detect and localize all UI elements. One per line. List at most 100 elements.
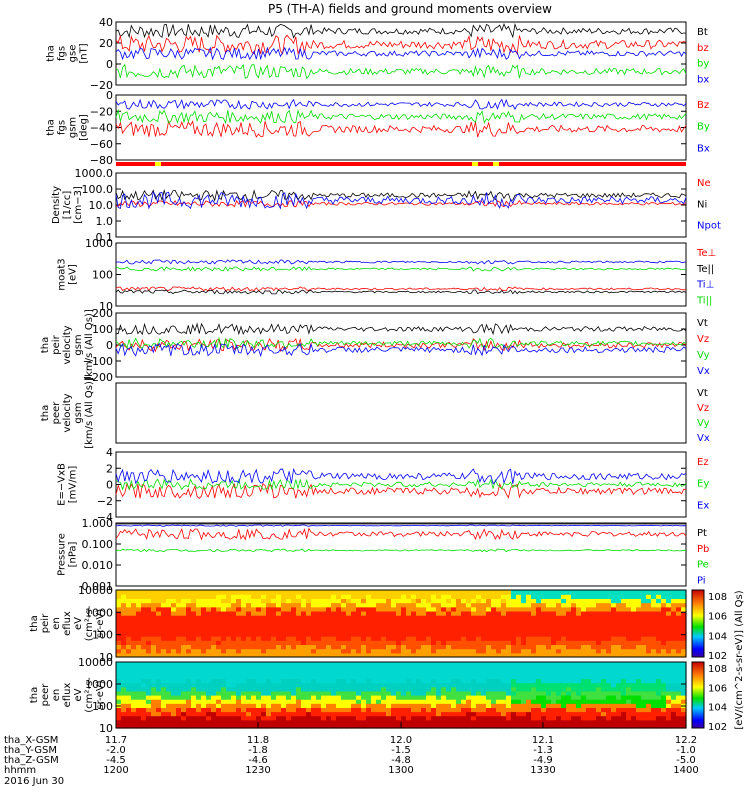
panel-frame: [115, 382, 687, 444]
ylabel: Density[1/cc][cm−3]: [51, 186, 84, 224]
ylabel-line: velocity: [62, 393, 73, 432]
flag-bar-segment: [472, 162, 478, 166]
legend-Ni: Ni: [697, 199, 707, 210]
ytick-label: 0.001: [82, 580, 114, 593]
ylabel: moat3[eV]: [57, 258, 79, 290]
ylabel: thafgsgsm[deg]: [46, 114, 90, 141]
legend-Vz: Vz: [697, 334, 709, 345]
ylabel-line: tha: [46, 119, 57, 135]
ylabel-line: eV: [73, 688, 84, 701]
series-Pe-line: [115, 548, 687, 553]
colorbar-tick: 106: [708, 683, 727, 694]
panel-p1: 40 20 0 −20 thafgsgse[nT] Bt bz by bx: [46, 16, 710, 92]
series-Vy-line: [115, 336, 687, 350]
ylabel-line: velocity: [62, 325, 73, 364]
xtick-label: -1.5: [391, 745, 411, 756]
flag-bar-segment: [493, 162, 499, 166]
ylabel: Pressure[nPa]: [57, 533, 79, 576]
legend-bz: bz: [697, 43, 709, 54]
legend-Bt: Bt: [697, 27, 708, 38]
legend-Ti⊥: Ti⊥: [696, 280, 714, 291]
ylabel-line: eflux: [62, 683, 73, 708]
legend-Ex: Ex: [697, 500, 709, 511]
ytick-label: 2: [106, 462, 113, 475]
flag-bar: [116, 162, 686, 166]
legend-Vz: Vz: [697, 403, 709, 414]
xtick-label: -5.0: [676, 755, 696, 766]
colorbar-label: [eV/(cm^2-s-sr-eV)] (All Qs): [734, 590, 745, 729]
legend-Bz: Bz: [697, 100, 709, 111]
xtick-label: 12.0: [390, 735, 412, 746]
series-Ne-line: [115, 199, 687, 208]
legend-Vx: Vx: [697, 433, 710, 444]
ylabel-line: E=−VxB: [57, 463, 68, 506]
legend-Npot: Npot: [697, 221, 721, 232]
ylabel-line: gsm: [73, 334, 84, 355]
ytick-label: 10: [99, 300, 113, 313]
ylabel-line: (cm²-s-: [84, 605, 95, 641]
ytick-label: 0: [106, 89, 113, 102]
ylabel-line: [nPa]: [68, 541, 79, 567]
series-Te⊥-line: [115, 286, 687, 292]
series-Ti⊥-line: [115, 259, 687, 265]
series-Ti||-line: [115, 266, 687, 272]
date-label: 2016 Jun 30: [4, 776, 64, 787]
ytick-label: 200: [92, 307, 113, 320]
xaxis-row-label: hhmm: [4, 765, 36, 776]
ylabel-line: [km/s (All Qs)]: [84, 309, 95, 381]
legend-Ne: Ne: [697, 178, 711, 189]
legend-Te||: Te||: [696, 264, 714, 275]
panel-p7: 4 2 0 −2 −4 E=−VxB[mV/m] Ez Ey Ex: [57, 446, 710, 524]
ytick-label: 4: [106, 446, 113, 459]
colorbar-tick: 104: [708, 631, 727, 642]
panel-frame: [115, 451, 687, 518]
legend-Pt: Pt: [697, 528, 707, 539]
ytick-label: 0: [106, 58, 113, 71]
ylabel-line: sr-eV): [95, 680, 106, 709]
ytick-label: −60: [90, 138, 113, 151]
series-bx-line: [115, 46, 687, 61]
xtick-label: -4.9: [533, 755, 553, 766]
ytick-label: −200: [83, 371, 113, 384]
ylabel-line: en: [51, 617, 62, 630]
legend-Vt: Vt: [697, 318, 708, 329]
ylabel: thapeerenefluxeV(cm²-s-sr-eV): [29, 677, 106, 713]
series-Ni-line: [115, 188, 687, 202]
xtick-label: 1300: [388, 765, 413, 776]
series-Bt-line: [115, 22, 687, 39]
ylabel: thafgsgse[nT]: [46, 43, 90, 63]
xaxis-row-label: tha_Y-GSM: [4, 745, 57, 756]
ylabel-line: fgs: [57, 120, 68, 135]
xtick-label: -4.8: [391, 755, 411, 766]
colorbar-tick: 108: [708, 664, 727, 675]
ylabel-line: peer: [40, 683, 51, 707]
panel-frame: [115, 589, 687, 658]
xaxis-row-label: tha_X-GSM: [4, 735, 58, 746]
ylabel: thapeervelocitygsm[km/s (All Qs)]: [40, 377, 95, 449]
series-Pi-line: [115, 524, 687, 527]
legend-Vx: Vx: [697, 366, 710, 377]
colorbar-tick: 102: [708, 651, 727, 662]
ytick-label: 1000: [85, 606, 113, 619]
colorbar-tick: 106: [708, 612, 727, 623]
series-By-line: [115, 108, 687, 125]
ylabel-line: fgs: [57, 46, 68, 61]
legend-Bx: Bx: [697, 143, 710, 154]
ylabel-line: sr-eV): [95, 609, 106, 638]
ytick-label: 1000.0: [75, 167, 114, 180]
ylabel-line: eV: [73, 617, 84, 630]
xtick-label: 11.7: [105, 735, 127, 746]
ytick-label: 10000: [78, 656, 113, 669]
ytick-label: 20: [99, 37, 113, 50]
ylabel-line: gse: [68, 45, 79, 63]
panel-frame: [115, 242, 687, 307]
colorbar-tick: 102: [708, 722, 727, 733]
ylabel-line: tha: [46, 45, 57, 61]
xtick-label: -1.0: [676, 745, 696, 756]
ylabel-line: en: [51, 689, 62, 702]
legend-Ez: Ez: [697, 457, 709, 468]
ytick-label: 0: [106, 339, 113, 352]
xtick-label: -4.6: [248, 755, 268, 766]
